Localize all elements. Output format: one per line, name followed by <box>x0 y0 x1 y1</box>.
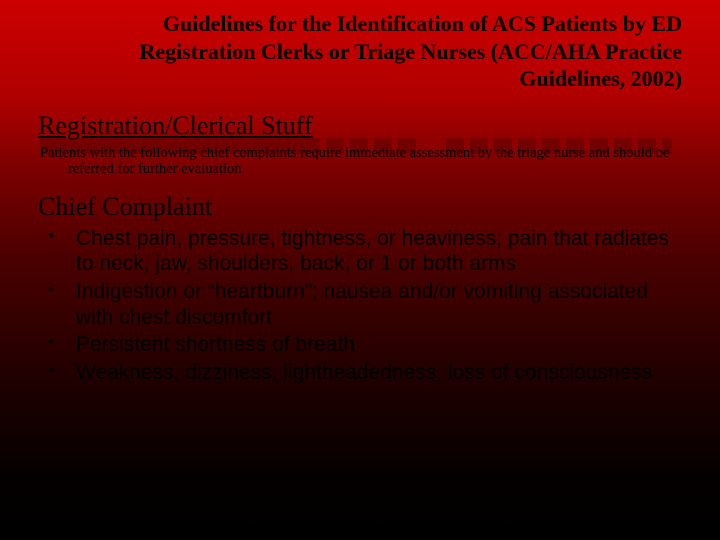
bullet-icon: • <box>48 360 54 382</box>
list-item-text: Indigestion or “heartburn”; nausea and/o… <box>76 280 648 329</box>
deco-bar <box>470 138 488 154</box>
deco-bar <box>566 138 584 154</box>
title-line: Registration Clerks or Triage Nurses (AC… <box>98 38 682 66</box>
deco-bar <box>374 138 392 154</box>
subheading: Chief Complaint <box>38 192 682 222</box>
slide: Guidelines for the Identification of ACS… <box>0 0 720 540</box>
deco-bar <box>446 138 464 154</box>
deco-bar <box>590 138 608 154</box>
list-item-text: Chest pain, pressure, tightness, or heav… <box>76 227 669 276</box>
list-item-text: Persistent shortness of breath <box>76 333 355 356</box>
deco-bar <box>350 138 368 154</box>
deco-bar <box>662 138 672 154</box>
list-item-text: Weakness, dizziness, lightheadedness, lo… <box>76 361 652 384</box>
deco-bar <box>638 138 656 154</box>
list-item: • Weakness, dizziness, lightheadedness, l… <box>42 360 682 386</box>
slide-title: Guidelines for the Identification of ACS… <box>38 10 682 93</box>
deco-bar <box>614 138 632 154</box>
bullet-icon: • <box>48 279 54 301</box>
bullet-icon: • <box>48 226 54 248</box>
list-item: • Indigestion or “heartburn”; nausea and/… <box>42 279 682 330</box>
bullet-icon: • <box>48 332 54 354</box>
deco-bar <box>494 138 512 154</box>
deco-bar <box>326 138 344 154</box>
list-item: • Chest pain, pressure, tightness, or hea… <box>42 226 682 277</box>
title-line: Guidelines, 2002) <box>98 65 682 93</box>
deco-bar <box>40 138 320 154</box>
deco-bar <box>542 138 560 154</box>
list-item: • Persistent shortness of breath <box>42 332 682 358</box>
deco-bar <box>398 138 416 154</box>
deco-gap <box>416 138 446 154</box>
complaint-list: • Chest pain, pressure, tightness, or hea… <box>38 226 682 386</box>
deco-bar <box>518 138 536 154</box>
intro-line: referred for further evaluation <box>40 161 682 178</box>
title-line: Guidelines for the Identification of ACS… <box>98 10 682 38</box>
section-heading: Registration/Clerical Stuff <box>38 111 682 141</box>
decorative-bar-row <box>40 138 706 154</box>
